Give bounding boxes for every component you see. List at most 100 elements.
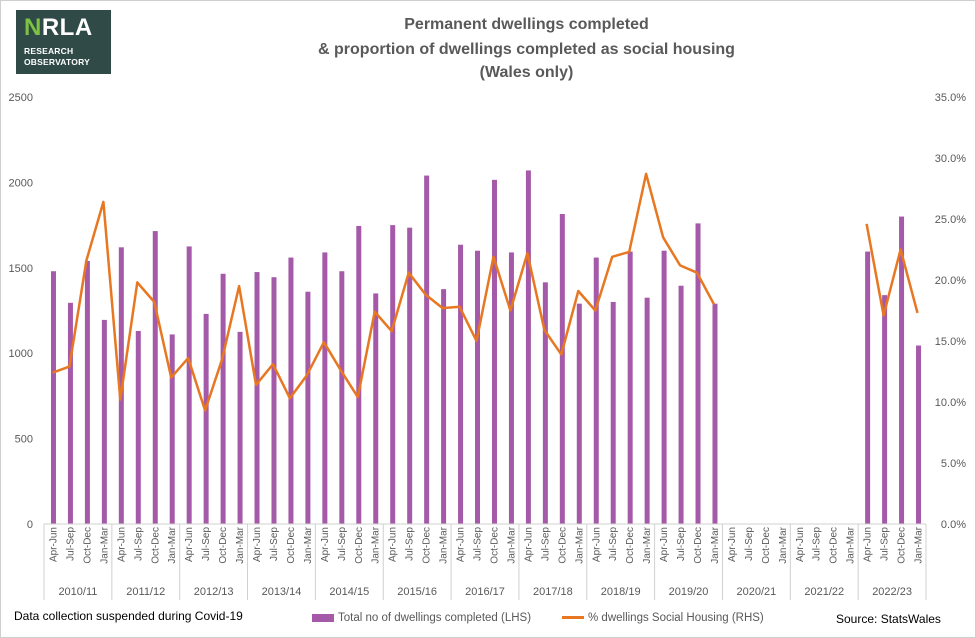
x-category-label: Oct-Dec [557,527,568,564]
x-category-label: Oct-Dec [218,527,229,564]
bar-dwellings [695,223,701,524]
logo-text-observatory: OBSERVATORY [24,57,90,67]
y-left-tick-label: 0 [27,519,33,531]
x-group-label: 2010/11 [58,586,97,598]
legend-label-social: % dwellings Social Housing (RHS) [588,612,764,624]
bar-dwellings [610,301,616,524]
y-left-tick-label: 2500 [9,92,33,104]
legend-swatch-bar [312,613,334,622]
bar-dwellings [916,345,922,524]
bar-dwellings [373,293,379,524]
legend-swatch-line [562,616,584,620]
bar-dwellings [559,213,565,525]
y-right-tick-label: 35.0% [935,92,966,104]
x-category-label: Apr-Jun [659,527,670,562]
x-group-label: 2019/20 [669,586,709,598]
x-category-label: Jul-Sep [744,527,755,561]
x-group-label: 2015/16 [397,586,437,598]
bar-dwellings [135,330,141,524]
bar-dwellings [254,272,260,524]
bar-dwellings [712,303,718,524]
x-group-label: 2021/22 [804,586,844,598]
y-right-tick-label: 30.0% [935,153,966,165]
x-group-label: 2018/19 [601,586,641,598]
bar-dwellings [865,251,871,524]
x-group-label: 2017/18 [533,586,573,598]
bar-dwellings [424,175,430,524]
bar-dwellings [593,257,599,524]
bar-dwellings [356,225,362,525]
x-category-label: Jan-Mar [99,526,110,563]
bar-dwellings [475,250,481,524]
x-category-label: Apr-Jun [863,527,874,562]
bar-dwellings [407,227,413,525]
bar-dwellings [644,297,650,524]
x-category-label: Jan-Mar [371,526,382,563]
x-category-label: Apr-Jun [456,527,467,562]
x-category-label: Oct-Dec [897,527,908,564]
logo-text-research: RESEARCH [24,46,74,56]
line-social-housing [52,172,716,412]
y-right-tick-label: 0.0% [941,519,966,531]
y-left-tick-label: 1500 [9,263,33,275]
x-category-label: Jan-Mar [439,526,450,563]
bar-dwellings [525,170,531,524]
x-category-label: Jul-Sep [269,527,280,561]
x-category-label: Jul-Sep [201,527,212,561]
x-group-label: 2022/23 [872,586,912,598]
x-category-label: Jan-Mar [303,526,314,563]
x-category-label: Apr-Jun [795,527,806,562]
x-category-label: Apr-Jun [523,527,534,562]
y-right-tick-label: 20.0% [935,275,966,287]
x-category-label: Jul-Sep [473,527,484,561]
bar-dwellings [186,246,192,524]
bar-dwellings [67,302,73,524]
x-category-label: Jan-Mar [846,526,857,563]
x-category-label: Jul-Sep [405,527,416,561]
bar-dwellings [271,277,277,524]
chart-title-line-1: Permanent dwellings completed [404,16,649,33]
x-category-label: Oct-Dec [82,527,93,564]
x-category-label: Jul-Sep [676,527,687,561]
x-category-label: Oct-Dec [625,527,636,564]
bar-dwellings [491,179,497,524]
x-category-label: Apr-Jun [591,527,602,562]
x-category-label: Apr-Jun [116,527,127,562]
bar-dwellings [441,289,447,524]
x-category-label: Apr-Jun [727,527,738,562]
bar-dwellings [84,260,90,524]
bar-dwellings [50,271,56,524]
bar-dwellings [882,295,888,524]
x-category-label: Jul-Sep [880,527,891,561]
source-note: Source: StatsWales [836,612,941,626]
legend-label-dwellings: Total no of dwellings completed (LHS) [338,612,532,624]
nrla-logo: NRLA RESEARCH OBSERVATORY [16,10,111,74]
x-category-label: Jul-Sep [608,527,619,561]
bar-dwellings [220,273,226,524]
x-group-label: 2020/21 [737,586,777,598]
bar-dwellings [288,257,294,524]
bar-dwellings [458,244,464,524]
x-group-label: 2011/12 [126,586,165,598]
bar-dwellings [542,282,548,524]
line-social-housing [865,223,919,317]
y-right-tick-label: 25.0% [935,214,966,226]
bar-dwellings [339,271,345,524]
x-category-label: Jul-Sep [133,527,144,561]
x-category-label: Oct-Dec [150,527,161,564]
bar-dwellings [101,319,107,524]
x-category-label: Jan-Mar [778,526,789,563]
bar-dwellings [508,252,514,525]
x-category-label: Jul-Sep [812,527,823,561]
x-category-label: Jan-Mar [235,526,246,563]
x-category-label: Jan-Mar [710,526,721,563]
chart-title-line-3: (Wales only) [479,64,574,81]
y-left-tick-label: 1000 [9,348,33,360]
y-left-tick-label: 2000 [9,177,33,189]
x-category-label: Jan-Mar [506,526,517,563]
legend-item-dwellings: Total no of dwellings completed (LHS) [312,612,531,624]
covid-note: Data collection suspended during Covid-1… [14,609,243,623]
x-category-label: Apr-Jun [184,527,195,562]
bar-dwellings [169,334,175,524]
x-category-label: Apr-Jun [252,527,263,562]
